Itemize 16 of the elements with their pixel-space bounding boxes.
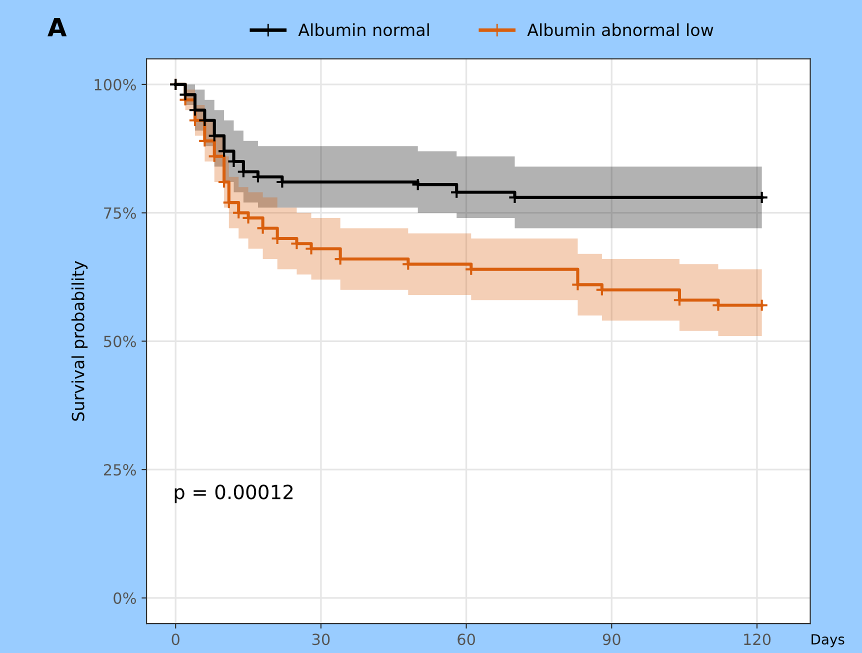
- legend-label: Albumin normal: [298, 23, 429, 36]
- y-tick-label: 100%: [94, 78, 136, 90]
- x-axis-title: Days: [812, 634, 844, 648]
- x-tick-label: 120: [744, 634, 771, 646]
- y-tick-label: 25%: [104, 464, 136, 476]
- x-tick-label: 30: [312, 634, 330, 646]
- chart-title: A: [48, 18, 67, 36]
- x-tick-label: 90: [602, 634, 620, 646]
- x-tick-label: 60: [458, 634, 476, 646]
- annotation: p = 0.00012: [174, 484, 293, 504]
- y-axis-title: Survival probability: [71, 260, 88, 421]
- legend-label: Albumin abnormal low: [527, 23, 714, 36]
- y-tick-label: 75%: [104, 207, 136, 219]
- y-tick-label: 50%: [104, 336, 136, 348]
- y-tick-label: 0%: [114, 592, 136, 604]
- x-tick-label: 0: [172, 634, 180, 646]
